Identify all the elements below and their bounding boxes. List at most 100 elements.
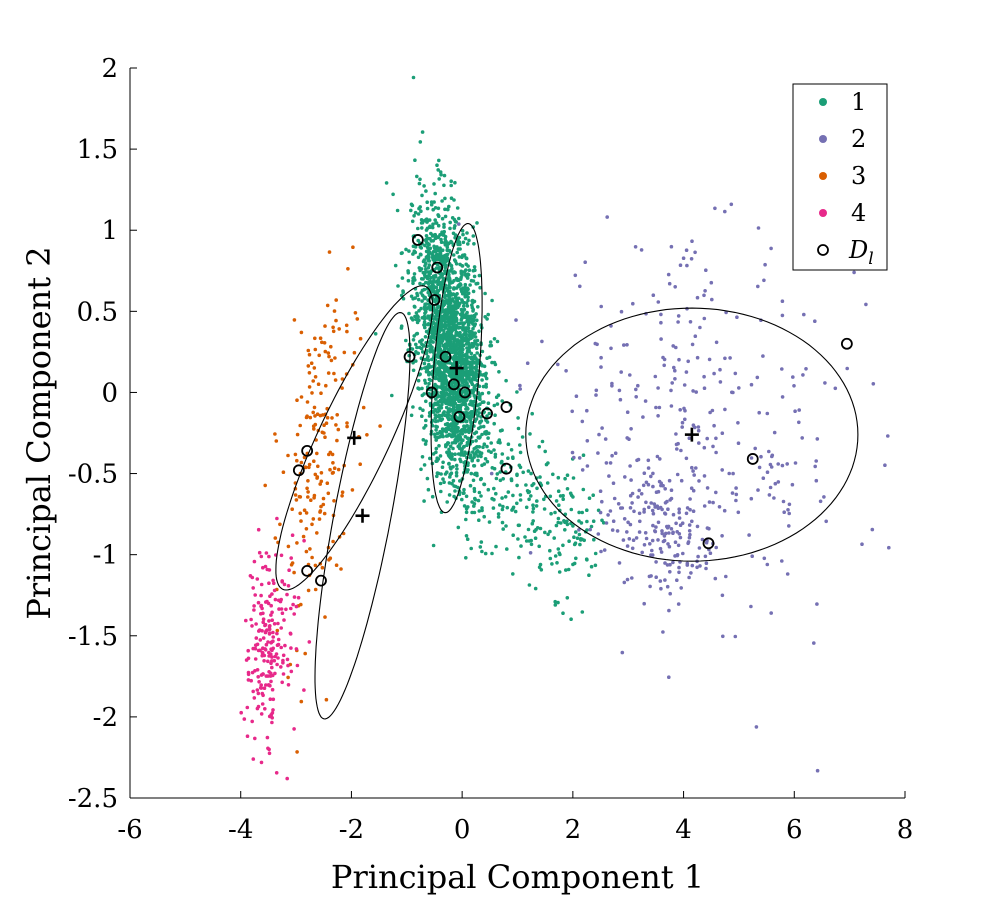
- data-point-series-1: [496, 512, 501, 516]
- data-point-series-4: [271, 708, 275, 712]
- data-point-series-2: [622, 580, 627, 585]
- data-point-series-1: [563, 528, 567, 532]
- data-point-series-1: [452, 226, 457, 230]
- data-point-series-2: [684, 370, 689, 374]
- data-point-series-4: [261, 672, 265, 676]
- data-point-series-1: [480, 432, 484, 437]
- data-point-series-1: [447, 204, 451, 209]
- data-point-series-1: [460, 311, 465, 315]
- data-point-series-1: [426, 266, 431, 270]
- data-point-series-1: [511, 533, 515, 537]
- data-point-series-2: [607, 474, 611, 478]
- data-point-series-4: [252, 696, 257, 700]
- data-point-series-1: [500, 507, 505, 512]
- data-point-series-1: [556, 600, 560, 605]
- data-point-series-2: [772, 430, 777, 435]
- data-point-series-1: [454, 463, 459, 468]
- data-point-series-1: [428, 224, 432, 229]
- data-point-series-2: [688, 497, 692, 501]
- data-point-series-1: [456, 326, 461, 330]
- data-point-series-4: [291, 602, 295, 607]
- data-point-series-2: [656, 300, 661, 304]
- data-point-series-2: [700, 537, 705, 542]
- data-point-series-3: [299, 330, 304, 335]
- data-point-series-1: [487, 411, 492, 416]
- data-point-series-4: [273, 671, 277, 676]
- labeled-point: [500, 462, 513, 475]
- data-point-series-2: [603, 437, 608, 441]
- data-point-series-3: [304, 549, 309, 554]
- data-point-series-4: [252, 604, 256, 608]
- data-point-series-3: [313, 347, 318, 352]
- data-point-series-2: [822, 495, 826, 499]
- data-point-series-1: [574, 530, 578, 534]
- data-point-series-4: [279, 626, 284, 630]
- data-point-series-3: [352, 350, 357, 355]
- data-point-series-1: [421, 438, 426, 442]
- data-point-series-1: [471, 234, 476, 238]
- data-point-series-4: [253, 657, 258, 661]
- data-point-series-4: [261, 617, 266, 621]
- data-point-series-1: [453, 484, 458, 489]
- data-point-series-4: [276, 637, 281, 642]
- data-point-series-2: [780, 367, 784, 371]
- series-1-tail-points: [470, 402, 606, 621]
- data-point-series-1: [447, 388, 451, 392]
- data-point-series-1: [537, 565, 542, 570]
- data-point-series-1: [477, 395, 482, 400]
- data-point-series-1: [427, 411, 432, 415]
- data-point-series-1: [555, 561, 559, 565]
- data-point-series-2: [707, 500, 712, 504]
- data-point-series-3: [327, 250, 332, 254]
- data-point-series-1: [459, 373, 464, 378]
- data-point-series-1: [419, 209, 423, 213]
- data-point-series-1: [466, 273, 471, 277]
- data-point-series-2: [659, 586, 663, 591]
- data-point-series-1: [471, 399, 476, 404]
- data-point-series-1: [453, 180, 457, 185]
- data-point-series-2: [605, 215, 609, 219]
- data-point-series-1: [432, 182, 436, 186]
- data-point-series-2: [787, 524, 791, 528]
- data-point-series-1: [475, 221, 479, 225]
- data-point-series-1: [454, 311, 458, 315]
- data-point-series-4: [267, 581, 271, 585]
- data-point-series-1: [569, 617, 573, 621]
- data-point-series-4: [252, 608, 256, 612]
- data-point-series-2: [686, 359, 690, 364]
- data-point-series-1: [440, 465, 445, 470]
- data-point-series-1: [463, 450, 467, 455]
- data-point-series-4: [257, 550, 262, 555]
- data-point-series-2: [648, 542, 652, 546]
- data-point-series-1: [470, 377, 475, 381]
- data-point-series-2: [787, 511, 791, 516]
- data-point-series-2: [780, 395, 785, 399]
- data-point-series-1: [434, 446, 439, 451]
- data-point-series-1: [473, 498, 478, 502]
- data-point-series-3: [340, 494, 344, 498]
- data-point-series-4: [259, 686, 264, 690]
- data-point-series-2: [638, 519, 642, 524]
- labeled-point: [428, 294, 441, 306]
- data-point-series-1: [432, 336, 437, 340]
- data-point-series-3: [378, 424, 382, 428]
- data-point-series-1: [565, 522, 570, 527]
- data-point-series-1: [469, 331, 474, 335]
- data-point-series-1: [449, 312, 454, 317]
- data-point-series-2: [660, 531, 664, 536]
- data-point-series-2: [665, 563, 670, 567]
- data-point-series-1: [450, 481, 454, 486]
- data-point-series-1: [450, 342, 454, 347]
- data-point-series-3: [325, 303, 330, 308]
- data-point-series-4: [266, 674, 270, 678]
- data-point-series-2: [489, 471, 494, 476]
- data-point-series-2: [639, 248, 644, 252]
- data-point-series-1: [463, 460, 467, 465]
- data-point-series-1: [464, 268, 468, 272]
- data-point-series-1: [440, 386, 445, 391]
- data-point-series-1: [439, 364, 444, 369]
- data-point-series-1: [471, 279, 476, 283]
- data-point-series-1: [479, 540, 484, 544]
- data-point-series-1: [531, 503, 535, 508]
